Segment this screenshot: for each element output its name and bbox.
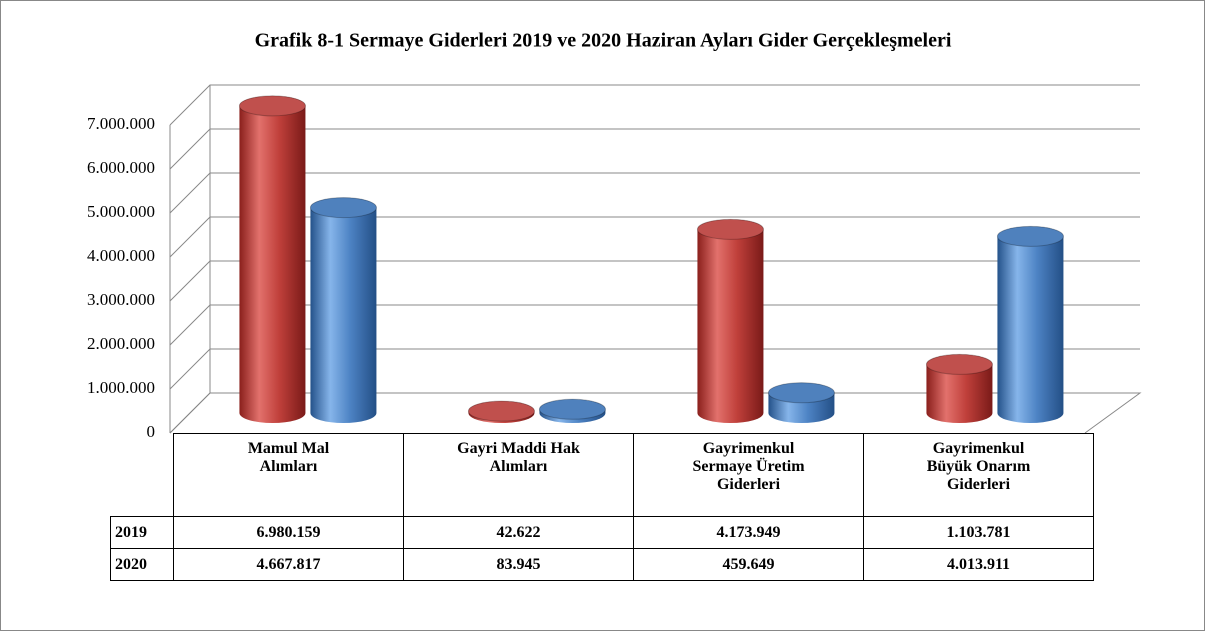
value-label: 42.622 xyxy=(403,516,634,549)
y-tick-label: 0 xyxy=(147,422,156,441)
y-tick-label: 6.000.000 xyxy=(87,158,155,177)
series-name: 2019 xyxy=(110,516,174,549)
y-tick-label: 5.000.000 xyxy=(87,202,155,221)
table-row: 2020 4.667.817 83.945 459.649 4.013.911 xyxy=(110,548,1094,581)
cylinder-top xyxy=(767,382,835,404)
grid-line xyxy=(169,260,1140,302)
y-tick-label: 1.000.000 xyxy=(87,378,155,397)
cylinder-top xyxy=(996,225,1064,247)
value-label: 4.173.949 xyxy=(633,516,864,549)
blank-cell xyxy=(111,434,174,517)
grid-line xyxy=(169,348,1140,390)
grid-line xyxy=(169,84,1140,126)
y-tick-label: 4.000.000 xyxy=(87,246,155,265)
chart-title: Grafik 8-1 Sermaye Giderleri 2019 ve 202… xyxy=(255,30,952,52)
cylinder xyxy=(239,95,306,424)
grid-line xyxy=(169,216,1140,258)
category-label: Gayrimenkul Büyük Onarım Giderleri xyxy=(863,433,1094,517)
cylinder-top xyxy=(467,400,535,422)
grid-line xyxy=(169,304,1140,346)
cylinder-top xyxy=(238,95,306,117)
cylinder xyxy=(310,197,377,423)
y-tick-label: 7.000.000 xyxy=(87,114,155,133)
value-label: 459.649 xyxy=(633,548,864,581)
cylinder-top xyxy=(925,353,993,375)
category-label: Gayri Maddi Hak Alımları xyxy=(403,433,634,517)
category-label: Mamul Mal Alımları xyxy=(173,433,404,517)
y-tick-label: 2.000.000 xyxy=(87,334,155,353)
data-table: Mamul Mal Alımları Gayri Maddi Hak Alımla… xyxy=(110,433,1094,581)
cylinder-top xyxy=(538,398,606,420)
value-label: 6.980.159 xyxy=(173,516,404,549)
grid-line xyxy=(169,172,1140,214)
cylinder-top xyxy=(309,197,377,219)
y-tick-label: 3.000.000 xyxy=(87,290,155,309)
cylinder xyxy=(697,219,764,423)
category-label: Gayrimenkul Sermaye Üretim Giderleri xyxy=(633,433,864,517)
table-row: 2019 6.980.159 42.622 4.173.949 1.103.781 xyxy=(110,516,1094,549)
grid-line xyxy=(169,128,1140,170)
series-name: 2020 xyxy=(110,548,174,581)
value-label: 4.667.817 xyxy=(173,548,404,581)
value-label: 1.103.781 xyxy=(863,516,1094,549)
value-label: 83.945 xyxy=(403,548,634,581)
cylinder-top xyxy=(696,218,764,240)
value-label: 4.013.911 xyxy=(863,548,1094,581)
cylinder xyxy=(997,226,1064,423)
